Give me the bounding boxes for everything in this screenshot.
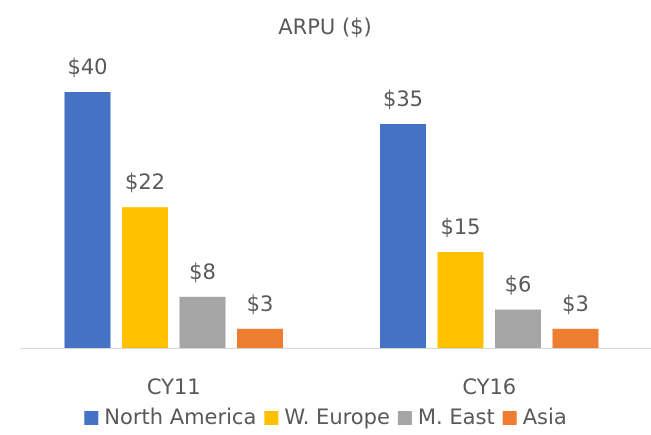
bar xyxy=(380,124,426,348)
legend-label: M. East xyxy=(418,405,495,429)
bar xyxy=(495,309,541,348)
bar xyxy=(64,92,111,348)
data-label: $22 xyxy=(125,170,165,194)
x-tick-label: CY16 xyxy=(462,375,516,399)
data-label: $3 xyxy=(562,292,589,316)
bar xyxy=(237,328,283,348)
bar xyxy=(179,296,226,348)
data-label: $3 xyxy=(247,292,274,316)
legend-swatch xyxy=(397,411,412,425)
legend-swatch xyxy=(264,411,279,425)
legend-label: W. Europe xyxy=(284,405,390,429)
data-label: $35 xyxy=(383,87,423,111)
legend-label: North America xyxy=(104,405,256,429)
data-label: $40 xyxy=(67,55,107,79)
chart-title: ARPU ($) xyxy=(278,15,371,39)
data-label: $6 xyxy=(505,273,532,297)
legend-swatch xyxy=(84,411,99,425)
data-label: $15 xyxy=(440,215,480,239)
bar xyxy=(437,252,484,348)
data-label: $8 xyxy=(189,260,216,284)
x-tick-label: CY11 xyxy=(147,375,201,399)
bar xyxy=(122,207,168,348)
bar xyxy=(552,328,599,348)
legend-label: Asia xyxy=(523,405,567,429)
legend-swatch xyxy=(502,411,517,425)
